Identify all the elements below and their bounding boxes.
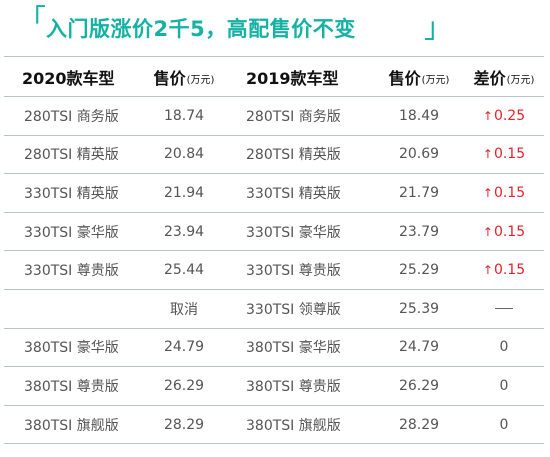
cell-price-2020: 取消	[170, 301, 198, 318]
cell-price-2019: 25.39	[398, 300, 440, 317]
cell-diff	[464, 290, 544, 328]
cell-price-2019: 21.79	[398, 184, 440, 201]
cell-diff: 0	[464, 329, 544, 367]
header-model-2020-label: 2020款车型	[22, 68, 115, 88]
title-bar: 「 入门版涨价2千5，高配售价不变 」	[0, 0, 550, 50]
arrow-up-icon: ↑	[482, 224, 493, 239]
arrow-up-icon: ↑	[482, 263, 493, 278]
cell-model-2019: 280TSI 商务版	[246, 108, 341, 125]
cell-model-2019: 380TSI 豪华版	[246, 340, 341, 357]
cell-model-2020: 330TSI 精英版	[24, 185, 119, 202]
page-title: 入门版涨价2千5，高配售价不变	[46, 17, 356, 41]
diff-value: 0.25	[493, 107, 526, 124]
cell-price-2019: 23.79	[398, 223, 440, 240]
cell-model-2019: 330TSI 精英版	[246, 185, 341, 202]
header-price-2019: 售价 (万元)	[374, 57, 464, 96]
diff-value: 0	[499, 377, 509, 394]
table-row: 取消 330TSI 领尊版 25.39	[4, 290, 544, 329]
price-comparison-table: 2020款车型 售价 (万元) 2019款车型 售价 (万元) 差价 (万元) 280…	[4, 56, 544, 456]
cell-model-2019: 380TSI 旗舰版	[246, 417, 341, 434]
cell-price-2020: 23.94	[163, 223, 205, 240]
diff-value: 0.15	[493, 223, 526, 240]
cell-diff: ↑ 0.15	[464, 174, 544, 212]
cell-model-2020: 380TSI 尊贵版	[24, 378, 119, 395]
cell-price-2020: 28.29	[163, 416, 205, 433]
arrow-up-icon: ↑	[482, 185, 493, 200]
cell-model-2020: 380TSI 旗舰版	[24, 417, 119, 434]
table-header-row: 2020款车型 售价 (万元) 2019款车型 售价 (万元) 差价 (万元)	[4, 56, 544, 97]
cell-price-2020: 18.74	[163, 107, 205, 124]
cell-price-2019: 20.69	[398, 146, 440, 163]
cell-price-2020: 20.84	[163, 146, 205, 163]
table-row: 330TSI 尊贵版 25.44 330TSI 尊贵版 25.29 ↑ 0.15	[4, 251, 544, 290]
table-row: 280TSI 精英版 20.84 280TSI 精英版 20.69 ↑ 0.15	[4, 136, 544, 175]
header-diff: 差价 (万元)	[464, 57, 544, 96]
arrow-up-icon: ↑	[482, 147, 493, 162]
cell-diff: ↑ 0.25	[464, 97, 544, 135]
table-row: 330TSI 豪华版 23.94 330TSI 豪华版 23.79 ↑ 0.15	[4, 213, 544, 252]
header-price-2020-unit: (万元)	[186, 75, 215, 86]
table-row: 380TSI 尊贵版 26.29 380TSI 尊贵版 26.29 0	[4, 367, 544, 406]
diff-value: 0	[499, 339, 509, 356]
cell-price-2020: 21.94	[163, 184, 205, 201]
title-open-bracket: 「	[18, 3, 47, 36]
table-row: 380TSI 豪华版 24.79 380TSI 豪华版 24.79 0	[4, 329, 544, 368]
header-price-2020-label: 售价	[153, 68, 186, 88]
cell-price-2019: 28.29	[398, 416, 440, 433]
cell-price-2020: 26.29	[163, 377, 205, 394]
cell-model-2019: 380TSI 尊贵版	[246, 378, 341, 395]
cell-price-2020: 25.44	[163, 262, 205, 279]
cell-price-2019: 24.79	[398, 339, 440, 356]
header-price-2019-unit: (万元)	[421, 75, 450, 86]
cell-model-2020: 280TSI 商务版	[24, 108, 119, 125]
diff-value: 0	[499, 416, 509, 433]
cell-model-2019: 330TSI 尊贵版	[246, 263, 341, 280]
table-row: 330TSI 精英版 21.94 330TSI 精英版 21.79 ↑ 0.15	[4, 174, 544, 213]
cell-price-2019: 18.49	[398, 107, 440, 124]
cell-diff: ↑ 0.15	[464, 213, 544, 251]
dash-icon	[495, 308, 513, 310]
header-model-2019: 2019款车型	[224, 57, 374, 96]
cell-price-2019: 25.29	[398, 262, 440, 279]
cell-model-2020: 330TSI 豪华版	[24, 224, 119, 241]
header-price-2019-label: 售价	[388, 68, 421, 88]
diff-value: 0.15	[493, 184, 526, 201]
diff-value: 0.15	[493, 146, 526, 163]
cell-model-2019: 330TSI 豪华版	[246, 224, 341, 241]
cell-model-2020	[4, 290, 144, 328]
arrow-up-icon: ↑	[482, 108, 493, 123]
header-model-2019-label: 2019款车型	[246, 68, 339, 88]
cell-price-2020: 24.79	[163, 339, 205, 356]
cell-model-2020: 280TSI 精英版	[24, 147, 119, 164]
header-model-2020: 2020款车型	[4, 57, 144, 96]
cell-model-2019: 280TSI 精英版	[246, 147, 341, 164]
table-row: 280TSI 商务版 18.74 280TSI 商务版 18.49 ↑ 0.25	[4, 97, 544, 136]
title-close-bracket: 」	[424, 11, 453, 44]
header-diff-label: 差价	[473, 68, 506, 88]
cell-model-2020: 330TSI 尊贵版	[24, 263, 119, 280]
header-price-2020: 售价 (万元)	[144, 57, 224, 96]
table-row: 380TSI 旗舰版 28.29 380TSI 旗舰版 28.29 0	[4, 406, 544, 445]
cell-diff: 0	[464, 367, 544, 405]
cell-price-2019: 26.29	[398, 377, 440, 394]
cell-diff: ↑ 0.15	[464, 251, 544, 289]
header-diff-unit: (万元)	[506, 75, 535, 86]
cell-model-2019: 330TSI 领尊版	[246, 301, 341, 318]
cell-diff: 0	[464, 406, 544, 444]
cell-model-2020: 380TSI 豪华版	[24, 340, 119, 357]
diff-value: 0.15	[493, 262, 526, 279]
cell-diff: ↑ 0.15	[464, 136, 544, 174]
